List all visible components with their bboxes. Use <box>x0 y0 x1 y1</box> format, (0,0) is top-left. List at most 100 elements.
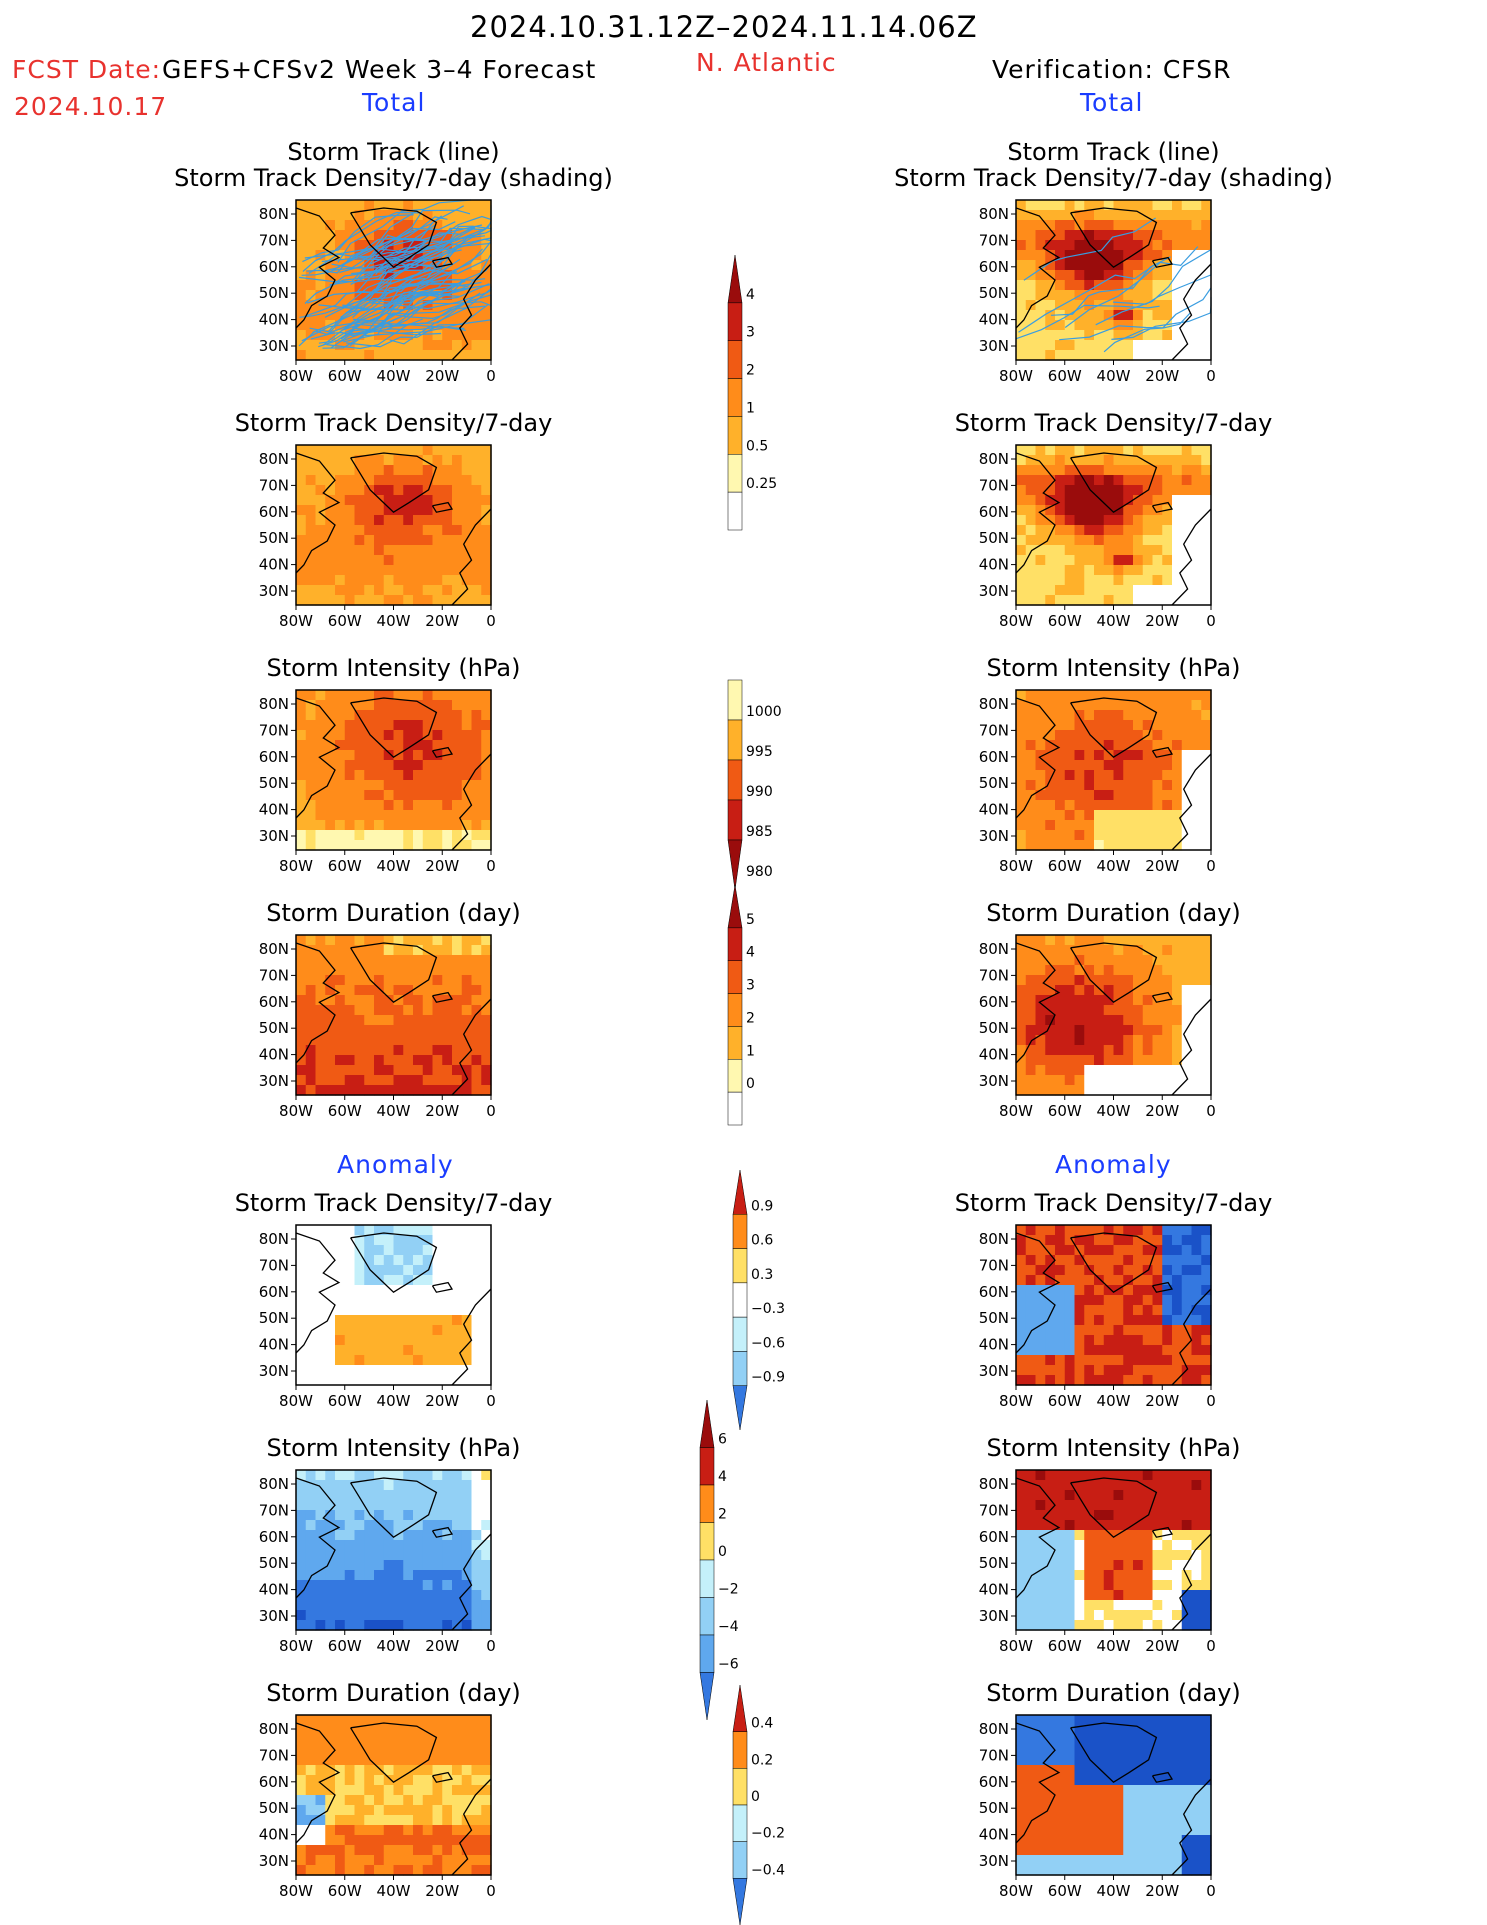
grid-cell <box>1113 595 1124 606</box>
y-tick-label: 60N <box>259 1528 289 1546</box>
grid-cell <box>1113 1225 1124 1236</box>
grid-cell <box>1016 830 1027 841</box>
grid-cell <box>461 515 473 526</box>
grid-cell <box>1074 260 1085 271</box>
grid-cell <box>344 1295 356 1306</box>
grid-cell <box>1025 1295 1037 1306</box>
grid-cell <box>1181 1540 1193 1551</box>
grid-cell <box>1181 595 1193 606</box>
grid-cell <box>422 565 434 576</box>
y-tick-label: 40N <box>259 556 289 574</box>
grid-cell <box>481 1005 492 1016</box>
grid-cell <box>383 1500 395 1511</box>
grid-cell <box>1055 340 1066 351</box>
grid-cell <box>1016 1025 1027 1036</box>
grid-cell <box>393 1530 404 1541</box>
grid-cell <box>1084 1265 1095 1276</box>
grid-cell <box>1074 1305 1085 1316</box>
grid-cell <box>1142 1345 1154 1356</box>
grid-cell <box>335 1600 346 1611</box>
grid-cell <box>1113 1715 1124 1726</box>
grid-cell <box>1201 700 1212 711</box>
grid-cell <box>364 1285 375 1296</box>
grid-cell <box>354 770 365 781</box>
grid-cell <box>481 1275 492 1286</box>
grid-cell <box>305 1235 317 1246</box>
grid-cell <box>1191 1480 1202 1491</box>
grid-cell <box>442 1845 453 1856</box>
grid-cell <box>1094 485 1105 496</box>
grid-cell <box>461 1745 473 1756</box>
grid-cell <box>374 710 385 721</box>
grid-cell <box>296 1235 307 1246</box>
grid-cell <box>1133 1025 1144 1036</box>
grid-cell <box>374 230 385 241</box>
grid-cell <box>1074 1470 1085 1481</box>
grid-cell <box>354 1005 365 1016</box>
grid-cell <box>1094 535 1105 546</box>
grid-cell <box>461 1795 473 1806</box>
grid-cell <box>1191 730 1202 741</box>
grid-cell <box>1025 790 1037 801</box>
grid-cell <box>471 740 482 751</box>
grid-cell <box>1025 1835 1037 1846</box>
grid-cell <box>335 555 346 566</box>
grid-cell <box>1162 1735 1173 1746</box>
grid-cell <box>1162 1275 1173 1286</box>
grid-cell <box>1055 1855 1066 1866</box>
grid-cell <box>374 290 385 301</box>
grid-cell <box>1016 230 1027 241</box>
y-tick-label: 50N <box>259 1799 289 1817</box>
grid-cell <box>1201 985 1212 996</box>
grid-cell <box>1074 1085 1085 1096</box>
grid-cell <box>1094 1075 1105 1086</box>
grid-cell <box>393 240 404 251</box>
grid-cell <box>354 545 365 556</box>
grid-cell <box>325 1255 336 1266</box>
grid-cell <box>1025 575 1037 586</box>
grid-cell <box>1201 1755 1212 1766</box>
grid-cell <box>461 945 473 956</box>
grid-cell <box>1172 750 1183 761</box>
grid-cell <box>354 1865 365 1876</box>
grid-cell <box>461 955 473 966</box>
grid-cell <box>1181 1045 1193 1056</box>
grid-cell <box>1113 310 1124 321</box>
grid-cell <box>296 820 307 831</box>
grid-cell <box>1016 965 1027 976</box>
grid-cell <box>471 1590 482 1601</box>
grid-cell <box>1152 350 1163 361</box>
grid-cell <box>1113 1345 1124 1356</box>
grid-cell <box>1172 545 1183 556</box>
grid-cell <box>1103 475 1115 486</box>
grid-cell <box>335 1570 346 1581</box>
grid-cell <box>1201 1235 1212 1246</box>
grid-cell <box>1084 985 1095 996</box>
grid-cell <box>1181 250 1193 261</box>
grid-cell <box>383 1255 395 1266</box>
grid-cell <box>296 1375 307 1386</box>
grid-cell <box>1201 810 1212 821</box>
grid-cell <box>296 1285 307 1296</box>
grid-cell <box>1181 1255 1193 1266</box>
grid-cell <box>1084 505 1095 516</box>
grid-cell <box>422 830 434 841</box>
grid-cell <box>344 810 356 821</box>
grid-cell <box>335 710 346 721</box>
grid-cell <box>315 1015 326 1026</box>
grid-cell <box>335 1500 346 1511</box>
grid-cell <box>296 535 307 546</box>
grid-cell <box>481 955 492 966</box>
grid-cell <box>1152 1530 1163 1541</box>
grid-cell <box>1133 800 1144 811</box>
grid-cell <box>1094 1580 1105 1591</box>
grid-cell <box>1133 495 1144 506</box>
grid-cell <box>1016 505 1027 516</box>
grid-cell <box>1152 465 1163 476</box>
grid-cell <box>1162 1795 1173 1806</box>
grid-cell <box>1103 790 1115 801</box>
grid-cell <box>1084 720 1095 731</box>
x-tick-label: 40W <box>1097 1392 1131 1410</box>
grid-cell <box>461 1520 473 1531</box>
grid-cell <box>1123 1225 1134 1236</box>
